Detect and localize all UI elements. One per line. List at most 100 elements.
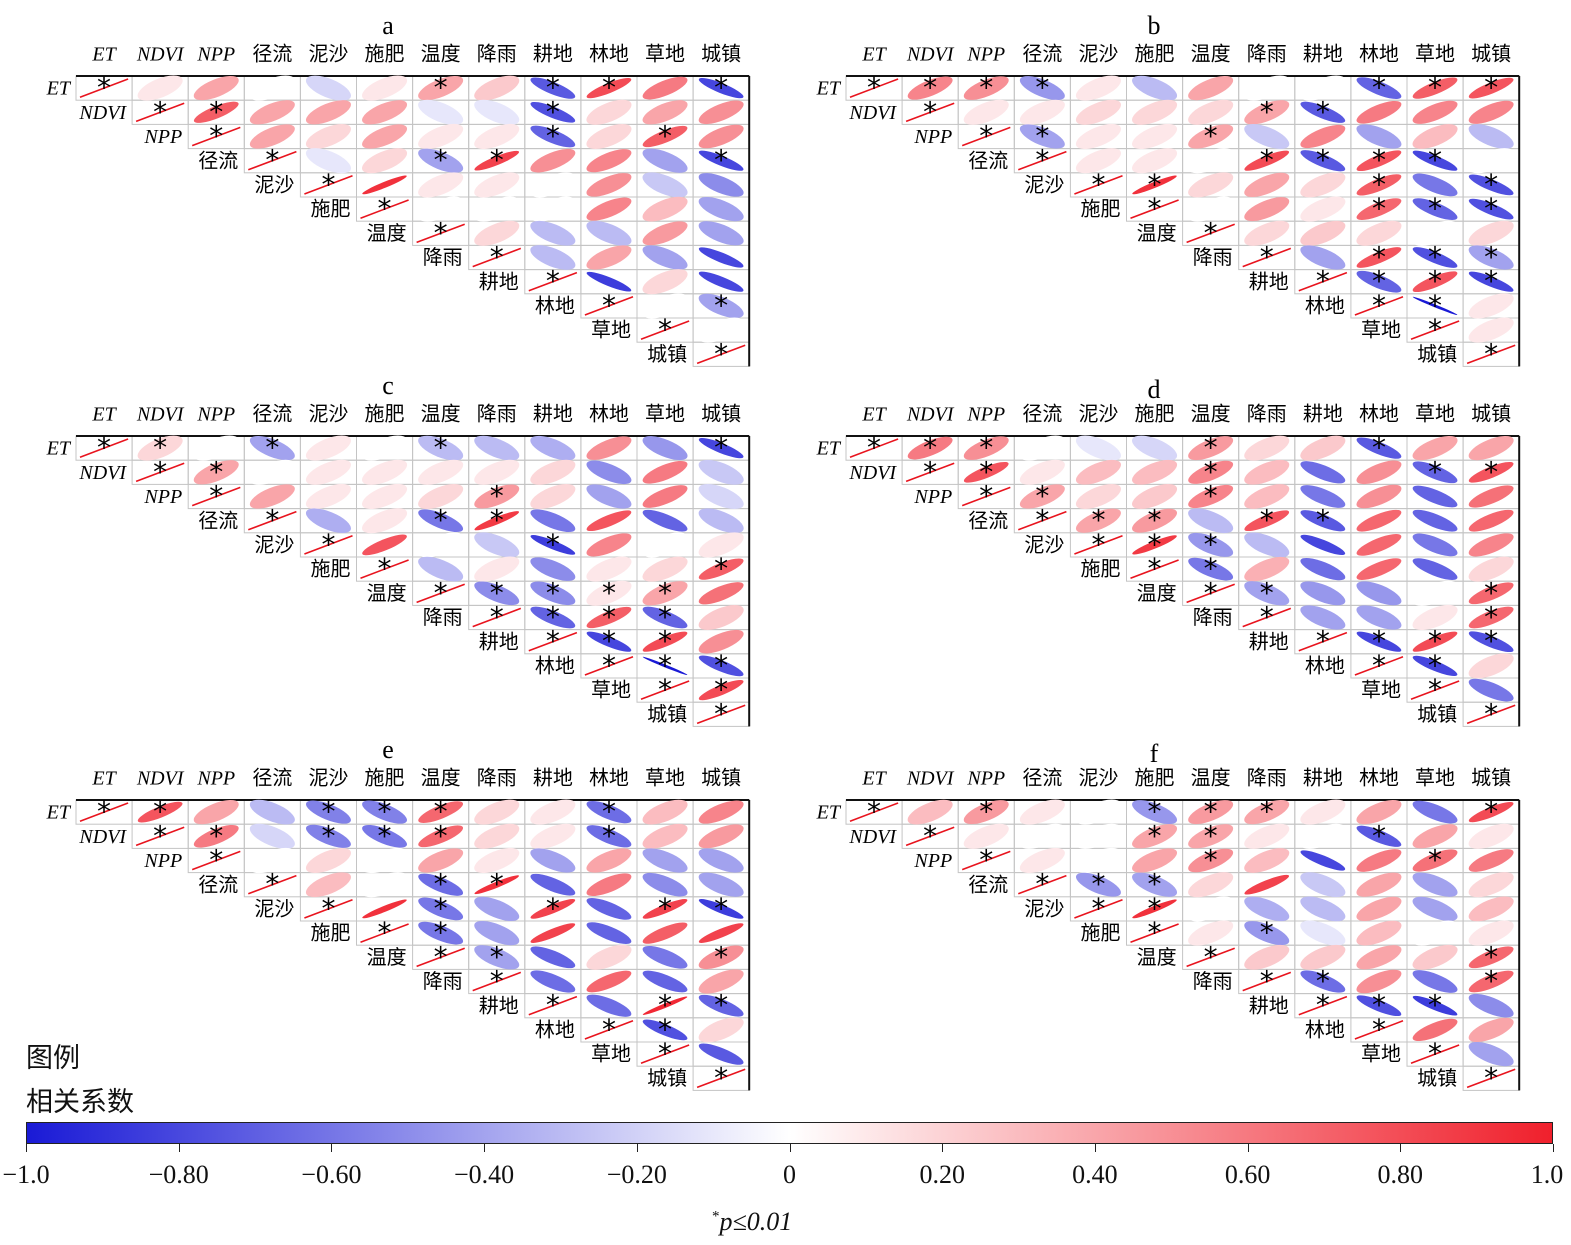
diagonal-asterisk: * (1148, 916, 1162, 949)
diagonal-line (1186, 947, 1235, 968)
row-label: 径流 (198, 509, 238, 532)
correlation-ellipse (1356, 460, 1402, 485)
column-label: 径流 (252, 767, 292, 790)
panel-d: dET NDVI NPP 径流 泥沙 施肥 温度 降雨 耕地 林地 草地 城镇ETNDVINPP径流泥… (816, 375, 1521, 730)
correlation-ellipse (1468, 533, 1514, 557)
correlation-ellipse (306, 800, 351, 824)
significance-asterisk: * (1484, 601, 1498, 634)
significance-asterisk: * (546, 528, 560, 561)
row-label: 城镇 (647, 703, 687, 726)
correlation-ellipse (1356, 969, 1402, 994)
row-label: ET (816, 802, 842, 824)
correlation-ellipse (1075, 123, 1121, 150)
row-label: 降雨 (423, 606, 463, 629)
correlation-ellipse (530, 899, 576, 919)
significance-asterisk: * (1091, 504, 1105, 537)
correlation-ellipse (1356, 872, 1402, 897)
correlation-ellipse (642, 269, 688, 295)
correlation-ellipse (642, 436, 688, 461)
column-label: NDVI (906, 768, 955, 790)
row-label: 耕地 (479, 270, 519, 293)
correlation-ellipse (1468, 823, 1514, 849)
correlation-ellipse (1356, 825, 1402, 847)
diagonal-asterisk: * (714, 1061, 728, 1094)
correlation-ellipse (698, 150, 744, 171)
correlation-ellipse (249, 75, 295, 101)
correlation-ellipse (474, 896, 520, 922)
significance-asterisk: * (714, 673, 728, 706)
column-label: 耕地 (533, 43, 573, 66)
diagonal-line (1410, 320, 1460, 340)
correlation-ellipse (642, 996, 688, 1015)
correlation-ellipse (1132, 824, 1178, 849)
correlation-ellipse (1188, 75, 1234, 101)
correlation-ellipse (1188, 124, 1234, 149)
diagonal-line (905, 102, 955, 123)
row-label: 温度 (1137, 582, 1177, 605)
correlation-ellipse (1188, 484, 1234, 509)
significance-asterisk: * (1204, 795, 1218, 828)
significance-asterisk: * (546, 120, 560, 153)
correlation-ellipse (1019, 435, 1065, 461)
colorbar-tick-label: −0.40 (454, 1160, 515, 1189)
significance-asterisk: * (1148, 795, 1162, 828)
correlation-ellipse (418, 897, 464, 921)
correlation-ellipse (1468, 124, 1514, 149)
diagonal-asterisk: * (378, 192, 392, 225)
significance-asterisk: * (714, 892, 728, 925)
diagonal-asterisk: * (209, 120, 223, 153)
significance-asterisk: * (1260, 916, 1274, 949)
correlation-ellipse (305, 435, 351, 461)
correlation-ellipse (1412, 1018, 1458, 1042)
row-label: NDVI (848, 462, 897, 484)
column-label: 林地 (1359, 403, 1399, 426)
significance-asterisk: * (434, 504, 448, 537)
row-label: 草地 (1361, 1043, 1401, 1066)
column-label: ET (91, 404, 117, 426)
column-label: ET (91, 44, 117, 66)
row-label: NPP (143, 486, 182, 508)
correlation-ellipse (1132, 435, 1178, 461)
correlation-ellipse (1019, 459, 1065, 485)
diagonal-asterisk: * (97, 795, 111, 828)
correlation-ellipse (642, 460, 688, 484)
significance-asterisk: * (1484, 455, 1498, 488)
diagonal-asterisk: * (1484, 697, 1498, 730)
column-label: 城镇 (701, 767, 741, 790)
panel-title: d (1148, 375, 1161, 404)
correlation-ellipse (586, 606, 632, 629)
correlation-ellipse (1468, 802, 1514, 823)
correlation-ellipse (249, 124, 295, 149)
significance-asterisk: * (979, 455, 993, 488)
diagonal-asterisk: * (1484, 1061, 1498, 1094)
row-label: 城镇 (1417, 1067, 1457, 1090)
significance-asterisk: * (490, 576, 504, 609)
row-label: 降雨 (423, 246, 463, 269)
correlation-ellipse (474, 799, 520, 825)
note-asterisk: * (712, 1208, 720, 1225)
column-label: NPP (966, 44, 1005, 66)
correlation-ellipse (1356, 174, 1402, 196)
correlation-ellipse (474, 532, 520, 558)
correlation-ellipse (1412, 872, 1458, 897)
correlation-ellipse (530, 799, 576, 825)
diagonal-line (304, 535, 353, 555)
significance-asterisk: * (602, 625, 616, 658)
correlation-ellipse (698, 459, 744, 485)
correlation-ellipse (1412, 100, 1458, 124)
correlation-ellipse (305, 847, 351, 874)
correlation-ellipse (137, 435, 183, 461)
correlation-ellipse (1468, 896, 1514, 922)
significance-asterisk: * (1204, 120, 1218, 153)
diagonal-line (696, 1068, 746, 1089)
diagonal-line (849, 78, 899, 98)
correlation-ellipse (586, 580, 632, 606)
correlation-ellipse (698, 124, 744, 149)
correlation-ellipse (1019, 823, 1065, 849)
diagonal-line (472, 607, 522, 628)
diagonal-line (360, 559, 409, 579)
diagonal-line (360, 199, 409, 219)
correlation-ellipse (249, 459, 295, 485)
correlation-ellipse (698, 582, 744, 605)
diagonal-asterisk: * (1035, 144, 1049, 177)
